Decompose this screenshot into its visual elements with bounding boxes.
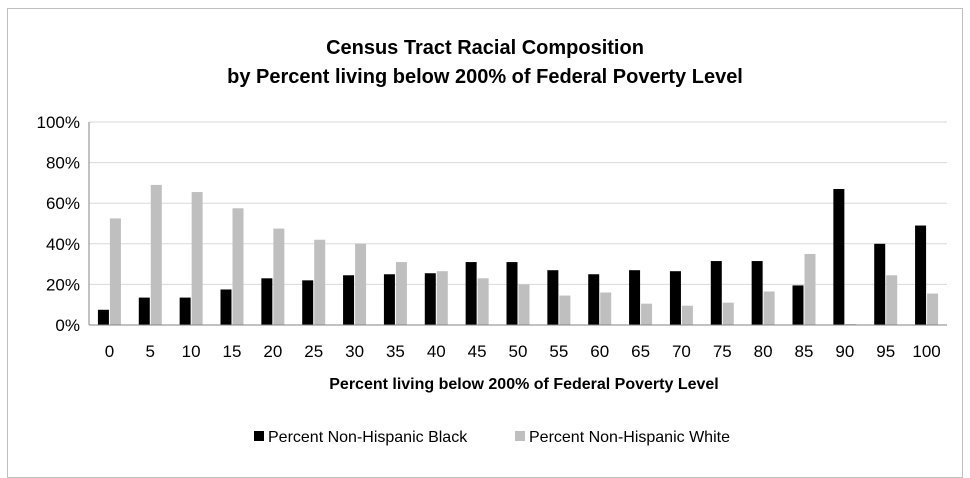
legend-swatch [254, 431, 264, 441]
bar [477, 278, 489, 325]
bar [886, 275, 898, 325]
bar [191, 192, 203, 325]
bar [518, 284, 530, 325]
bar [395, 262, 407, 325]
bar [915, 225, 927, 325]
x-tick-label: 75 [713, 342, 732, 361]
bar [138, 297, 150, 325]
x-tick-label: 95 [876, 342, 895, 361]
bar [343, 275, 355, 325]
bar [722, 302, 734, 325]
x-axis-label: Percent living below 200% of Federal Pov… [329, 376, 718, 393]
bar [845, 323, 857, 325]
bar [629, 270, 641, 325]
y-tick-label: 100% [37, 113, 80, 132]
bar [710, 261, 722, 325]
x-tick-label: 45 [468, 342, 487, 361]
chart: Census Tract Racial Composition by Perce… [37, 37, 947, 446]
bar [150, 184, 162, 325]
bar [273, 228, 285, 325]
x-axis: 0 5 10 15 20 25 30 35 40 45 50 55 60 65 70 75 80 85 90 95 10… [89, 324, 947, 361]
bar [547, 270, 559, 325]
x-tick-label: 100 [912, 342, 940, 361]
bar [927, 293, 939, 325]
x-tick-label: 30 [345, 342, 364, 361]
bar [600, 292, 612, 325]
chart-title: Census Tract Racial Composition [326, 37, 644, 59]
y-tick-label: 40% [46, 235, 80, 254]
x-tick-label: 85 [795, 342, 814, 361]
legend-swatch [515, 431, 525, 441]
grid [89, 121, 947, 326]
x-tick-label: 50 [509, 342, 528, 361]
bar [669, 271, 681, 325]
bar [506, 262, 518, 325]
bar [641, 303, 653, 325]
bar [465, 262, 477, 325]
x-tick-label: 0 [105, 342, 114, 361]
x-tick-label: 90 [835, 342, 854, 361]
legend: Percent Non-Hispanic Black Percent Non-Hi… [254, 429, 730, 446]
bar [261, 278, 273, 325]
bar [804, 253, 816, 325]
y-axis: 0% 20% 40% 60% 80% 100% [37, 113, 90, 335]
x-tick-label: 40 [427, 342, 446, 361]
x-tick-label: 10 [182, 342, 201, 361]
x-tick-label: 15 [223, 342, 242, 361]
bar [751, 261, 763, 325]
x-tick-label: 80 [754, 342, 773, 361]
bar [436, 271, 448, 325]
bar [179, 297, 191, 325]
legend-label: Percent Non-Hispanic Black [268, 429, 468, 446]
x-tick-label: 5 [146, 342, 155, 361]
legend-label: Percent Non-Hispanic White [529, 429, 730, 446]
bar [109, 218, 121, 325]
bar [232, 208, 244, 325]
bar [355, 243, 367, 325]
bar [833, 188, 845, 325]
bar [874, 243, 886, 325]
y-tick-label: 20% [46, 275, 80, 294]
bar [559, 295, 571, 325]
x-tick-label: 35 [386, 342, 405, 361]
bar [302, 280, 314, 325]
chart-frame [7, 8, 963, 478]
bar [97, 309, 109, 325]
x-tick-label: 25 [304, 342, 323, 361]
x-tick-label: 70 [672, 342, 691, 361]
x-tick-label: 55 [549, 342, 568, 361]
bar [424, 273, 436, 325]
x-tick-label: 20 [263, 342, 282, 361]
chart-subtitle: by Percent living below 200% of Federal … [227, 66, 743, 88]
y-tick-label: 80% [46, 154, 80, 173]
bar [763, 291, 775, 325]
bars [97, 184, 939, 325]
y-tick-label: 60% [46, 194, 80, 213]
bar [314, 239, 326, 325]
x-tick-label: 65 [631, 342, 650, 361]
bar [383, 274, 395, 325]
bar [681, 305, 693, 325]
y-tick-label: 0% [55, 316, 80, 335]
x-tick-label: 60 [590, 342, 609, 361]
bar [588, 274, 600, 325]
bar [792, 285, 804, 325]
bar [220, 289, 232, 325]
